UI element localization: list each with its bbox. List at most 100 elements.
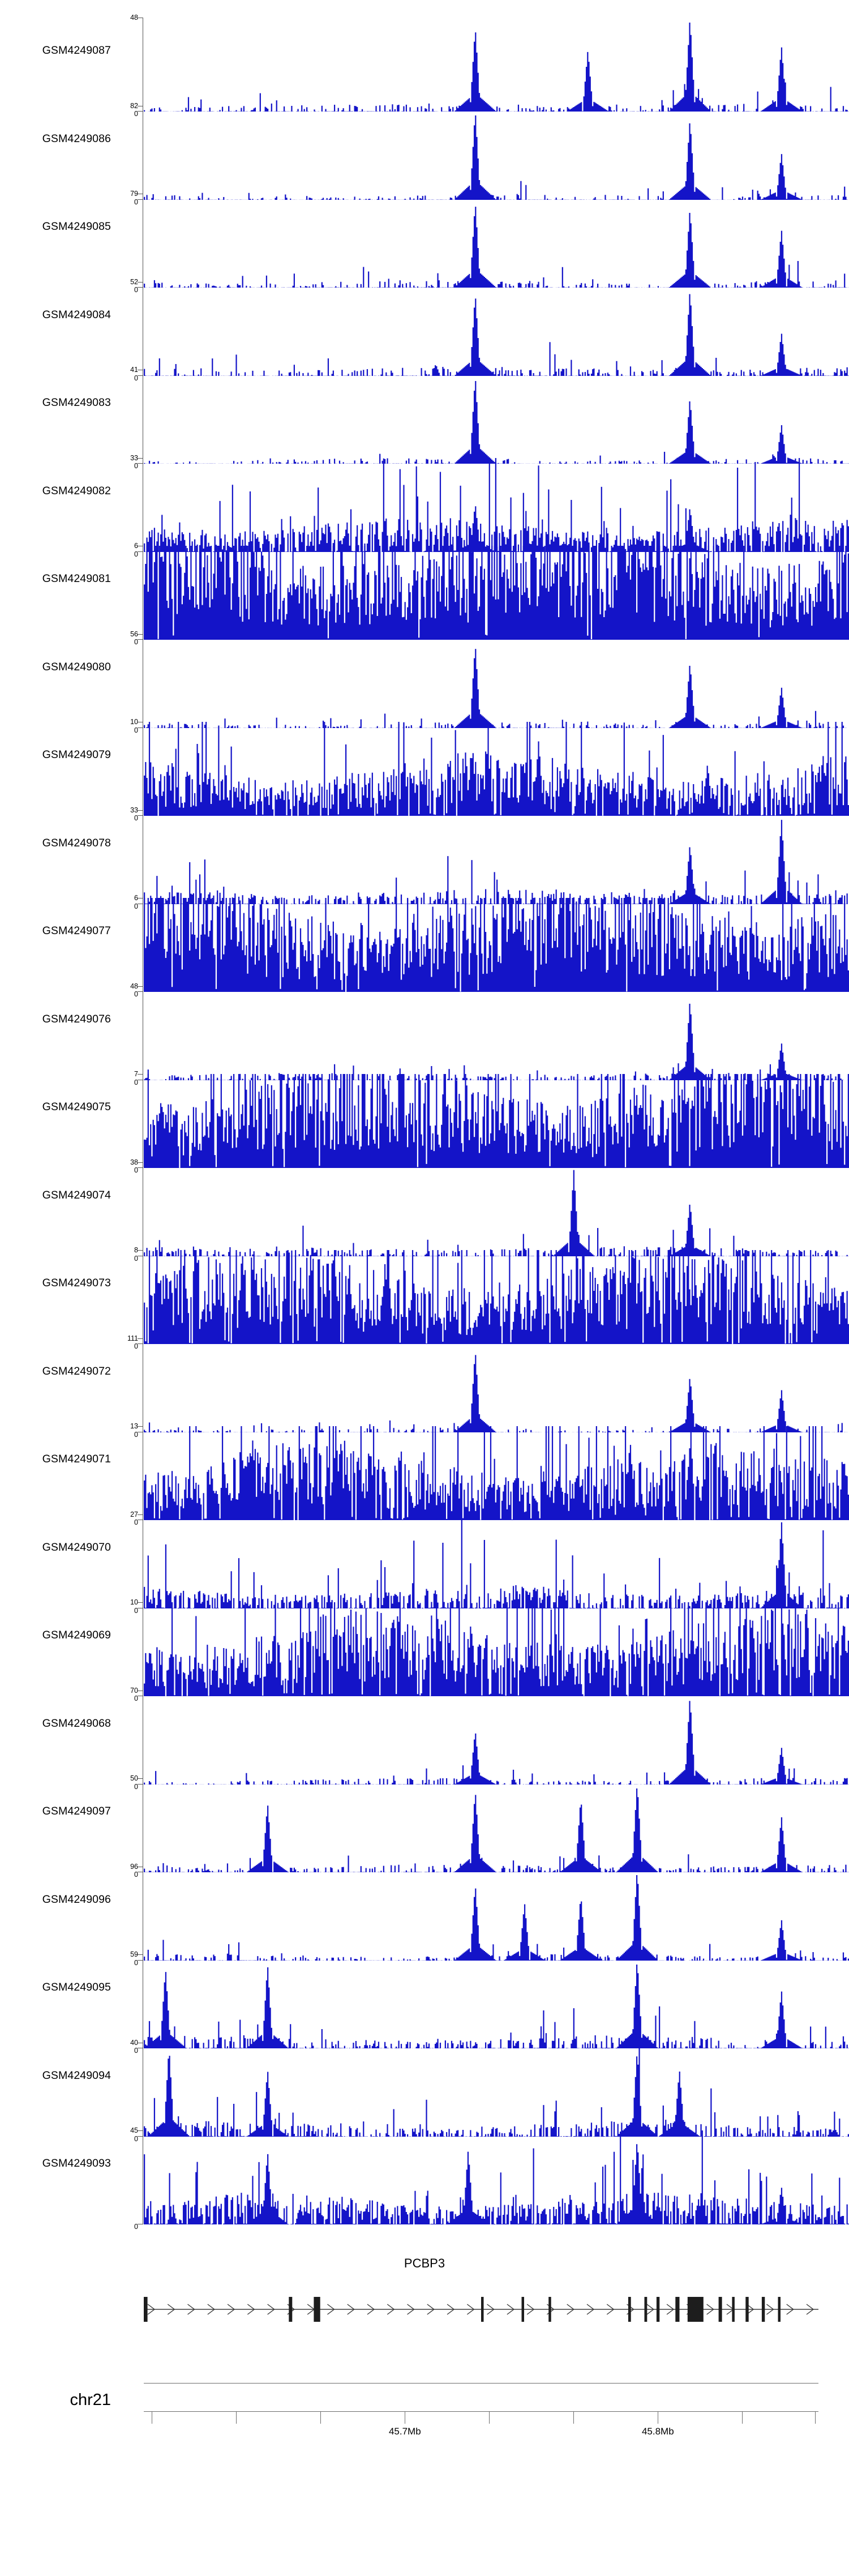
coverage-track[interactable]: GSM4249069 10 0 xyxy=(0,1599,849,1702)
axis-min-label: 0 xyxy=(134,110,138,118)
axis-tick xyxy=(138,1954,143,1955)
gene-model[interactable] xyxy=(144,2289,818,2330)
track-sample-label: GSM4249080 xyxy=(42,660,111,673)
track-sample-label: GSM4249087 xyxy=(42,44,111,57)
coverage-track[interactable]: GSM4249076 48 0 xyxy=(0,982,849,1086)
coverage-plot-area[interactable] xyxy=(144,1954,849,2048)
axis-tick xyxy=(138,1783,143,1785)
axis-min-label: 0 xyxy=(134,1078,138,1086)
axis-tick xyxy=(138,634,143,635)
ruler-axis[interactable]: 45.7Mb 45.8Mb xyxy=(144,2369,818,2449)
axis-max-label: 50 xyxy=(130,1774,138,1782)
coverage-plot-area[interactable] xyxy=(144,1338,849,1432)
coverage-plot-area[interactable] xyxy=(144,194,849,288)
axis-tick xyxy=(138,463,143,464)
track-sample-label: GSM4249085 xyxy=(42,220,111,233)
coverage-track[interactable]: GSM4249070 27 0 xyxy=(0,1510,849,1614)
axis-max-label: 8 xyxy=(134,1246,138,1254)
ruler-tick xyxy=(489,2411,490,2424)
coverage-track[interactable]: GSM4249085 79 0 xyxy=(0,190,849,293)
coverage-track[interactable]: GSM4249068 70 0 xyxy=(0,1686,849,1790)
axis-max-label: 41 xyxy=(130,366,138,374)
axis-max-label: 38 xyxy=(130,1158,138,1166)
axis-tick xyxy=(138,1778,143,1779)
axis-max-label: 27 xyxy=(130,1510,138,1518)
coverage-plot-area[interactable] xyxy=(144,1074,849,1168)
track-axis-and-plot: 33 0 xyxy=(118,806,849,910)
chromosome-label: chr21 xyxy=(70,2391,111,2409)
coverage-track[interactable]: GSM4249097 50 0 xyxy=(0,1774,849,1878)
axis-max-label: 6 xyxy=(134,894,138,902)
coverage-track[interactable]: GSM4249082 33 0 xyxy=(0,454,849,558)
coverage-track[interactable]: GSM4249094 40 0 xyxy=(0,2038,849,2142)
coverage-track[interactable]: GSM4249074 38 0 xyxy=(0,1158,849,1262)
axis-tick xyxy=(138,457,143,459)
coverage-plot-area[interactable] xyxy=(144,1250,849,1344)
ruler-tick-label: 45.7Mb xyxy=(388,2426,421,2437)
coverage-plot-area[interactable] xyxy=(144,2130,849,2224)
coverage-plot-area[interactable] xyxy=(144,634,849,728)
coverage-plot-area[interactable] xyxy=(144,457,849,552)
coverage-plot-area[interactable] xyxy=(144,2042,849,2137)
coverage-track[interactable]: GSM4249077 6 0 xyxy=(0,894,849,998)
coverage-track[interactable]: GSM4249083 41 0 xyxy=(0,366,849,469)
track-sample-label: GSM4249095 xyxy=(42,1981,111,1993)
coverage-track[interactable]: GSM4249072 111 0 xyxy=(0,1334,849,1438)
track-sample-label: GSM4249076 xyxy=(42,1012,111,1025)
axis-min-label: 0 xyxy=(134,814,138,822)
axis-max-label: 45 xyxy=(130,2126,138,2134)
axis-max-label: 70 xyxy=(130,1686,138,1694)
axis-max-label: 40 xyxy=(130,2038,138,2047)
coverage-plot-area[interactable] xyxy=(144,106,849,200)
coverage-plot-area[interactable] xyxy=(144,370,849,464)
axis-tick xyxy=(138,1167,143,1168)
track-sample-label: GSM4249094 xyxy=(42,2069,111,2082)
axis-tick xyxy=(138,1162,143,1163)
coverage-track[interactable]: GSM4249078 33 0 xyxy=(0,806,849,910)
coverage-plot-area[interactable] xyxy=(144,1514,849,1608)
coverage-track[interactable]: GSM4249073 8 0 xyxy=(0,1246,849,1350)
coverage-plot-area[interactable] xyxy=(144,282,849,376)
track-axis-and-plot: 82 0 xyxy=(118,102,849,206)
coverage-track[interactable]: GSM4249084 52 0 xyxy=(0,278,849,382)
track-axis-and-plot: 10 0 xyxy=(118,718,849,821)
coverage-track[interactable]: GSM4249079 10 0 xyxy=(0,718,849,821)
track-axis-and-plot: 79 0 xyxy=(118,190,849,293)
coverage-plot-area[interactable] xyxy=(144,1778,849,1872)
coverage-track[interactable]: GSM4249081 6 0 xyxy=(0,542,849,645)
coverage-plot-area[interactable] xyxy=(144,18,849,112)
coverage-track[interactable]: GSM4249093 45 0 xyxy=(0,2126,849,2230)
gene-annotation-track[interactable]: PCBP3 xyxy=(0,2256,849,2355)
coverage-plot-area[interactable] xyxy=(144,1162,849,1256)
track-sample-label: GSM4249084 xyxy=(42,308,111,321)
axis-min-label: 0 xyxy=(134,198,138,206)
coverage-plot-area[interactable] xyxy=(144,1426,849,1520)
coverage-plot-area[interactable] xyxy=(144,986,849,1080)
axis-tick xyxy=(138,1514,143,1515)
axis-tick xyxy=(138,815,143,816)
coverage-track[interactable]: GSM4249096 96 0 xyxy=(0,1863,849,1966)
gene-name-label: PCBP3 xyxy=(404,2256,445,2270)
coverage-track[interactable]: GSM4249075 7 0 xyxy=(0,1071,849,1174)
axis-tick xyxy=(138,199,143,200)
axis-max-label: 56 xyxy=(130,630,138,638)
coverage-track[interactable]: GSM4249086 82 0 xyxy=(0,102,849,206)
axis-max-label: 79 xyxy=(130,190,138,198)
coverage-plot-area[interactable] xyxy=(144,898,849,992)
coverage-track[interactable]: GSM4249087 48 0 xyxy=(0,14,849,118)
track-sample-label: GSM4249069 xyxy=(42,1629,111,1641)
coverage-plot-area[interactable] xyxy=(144,722,849,816)
coverage-plot-area[interactable] xyxy=(144,810,849,904)
track-sample-label: GSM4249083 xyxy=(42,396,111,409)
coverage-track[interactable]: GSM4249080 56 0 xyxy=(0,630,849,734)
coverage-track[interactable]: GSM4249071 13 0 xyxy=(0,1423,849,1526)
coverage-plot-area[interactable] xyxy=(144,1602,849,1696)
coverage-track[interactable]: GSM4249095 59 0 xyxy=(0,1951,849,2054)
track-axis-and-plot: 33 0 xyxy=(118,454,849,558)
ruler-tick xyxy=(815,2411,816,2424)
axis-max-label: 33 xyxy=(130,453,138,462)
coverage-plot-area[interactable] xyxy=(144,1867,849,1961)
coverage-plot-area[interactable] xyxy=(144,546,849,640)
coverage-plot-area[interactable] xyxy=(144,1691,849,1785)
track-axis-and-plot: 13 0 xyxy=(118,1423,849,1526)
